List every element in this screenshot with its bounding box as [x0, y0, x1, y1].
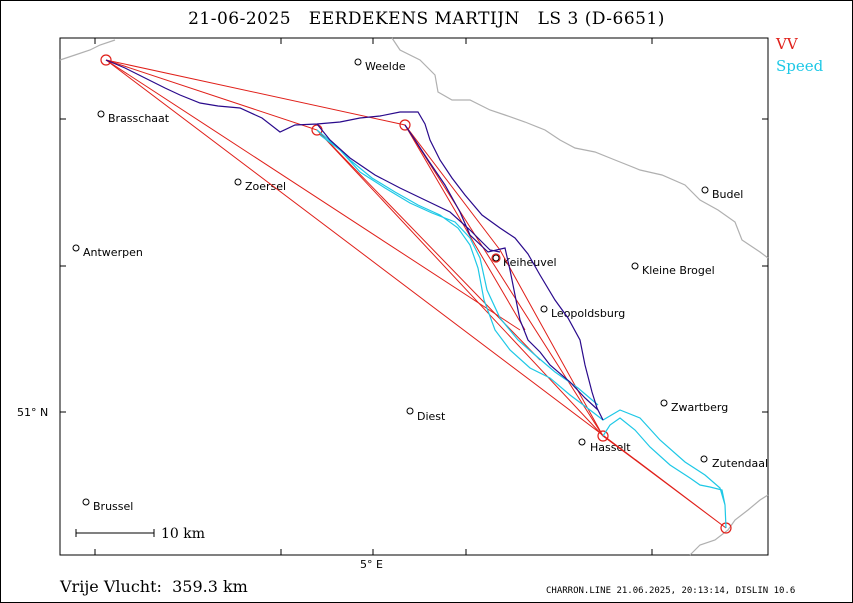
place-marker-leopoldsburg — [540, 305, 548, 313]
place-marker-brussel — [82, 498, 90, 506]
places — [72, 58, 709, 506]
place-marker-zutendaal — [700, 455, 708, 463]
place-brasschaat: Brasschaat — [108, 112, 170, 125]
place-marker-hasselt — [578, 438, 586, 446]
place-antwerpen: Antwerpen — [83, 246, 143, 259]
place-marker-diest — [406, 407, 414, 415]
flight-date: 21-06-2025 — [188, 9, 292, 29]
flight-track — [105, 59, 604, 421]
place-marker-weelde — [354, 58, 362, 66]
lat-label: 51° N — [17, 406, 48, 419]
turnpoint-keiheuvel — [491, 253, 501, 263]
place-kleine-brogel: Kleine Brogel — [642, 264, 715, 277]
place-marker-zwartberg — [660, 399, 668, 407]
turnpoint-hasselt — [597, 430, 609, 442]
place-zoersel: Zoersel — [245, 180, 286, 193]
glider-type: LS 3 (D-6651) — [537, 9, 665, 29]
place-marker-antwerpen — [72, 244, 80, 252]
place-marker-kleine-brogel — [631, 262, 639, 270]
distance-label: Vrije Vlucht: — [60, 577, 162, 596]
place-leopoldsburg: Leopoldsburg — [551, 307, 625, 320]
place-diest: Diest — [417, 410, 446, 423]
footer-info: CHARRON.LINE 21.06.2025, 20:13:14, DISLI… — [546, 586, 796, 596]
scale-bar — [75, 529, 155, 537]
distance-summary: Vrije Vlucht: 359.3 km — [60, 577, 248, 596]
legend-speed: Speed — [776, 57, 824, 75]
place-marker-keiheuvel — [492, 254, 500, 262]
place-zutendaal: Zutendaal — [712, 457, 768, 470]
distance-value: 359.3 km — [172, 577, 248, 596]
place-keiheuvel: Keiheuvel — [503, 256, 557, 269]
axis-ticks — [60, 38, 768, 555]
place-brussel: Brussel — [93, 500, 133, 513]
place-marker-brasschaat — [97, 110, 105, 118]
lon-label: 5° E — [360, 558, 383, 571]
map-border — [59, 37, 769, 556]
turnpoint-3 — [399, 119, 411, 131]
place-weelde: Weelde — [365, 60, 406, 73]
country-border — [59, 37, 769, 556]
task-lines — [105, 59, 727, 529]
page-title: 21-06-2025 EERDEKENS MARTIJN LS 3 (D-665… — [0, 9, 853, 29]
place-marker-budel — [701, 186, 709, 194]
place-zwartberg: Zwartberg — [671, 401, 728, 414]
place-budel: Budel — [712, 188, 743, 201]
scale-bar-label: 10 km — [161, 526, 205, 542]
turnpoint-start — [100, 54, 112, 66]
legend-vv: VV — [776, 35, 798, 53]
pilot-name: EERDEKENS MARTIJN — [308, 9, 520, 29]
place-marker-zoersel — [234, 178, 242, 186]
place-hasselt: Hasselt — [590, 441, 631, 454]
speed-track — [316, 129, 727, 529]
